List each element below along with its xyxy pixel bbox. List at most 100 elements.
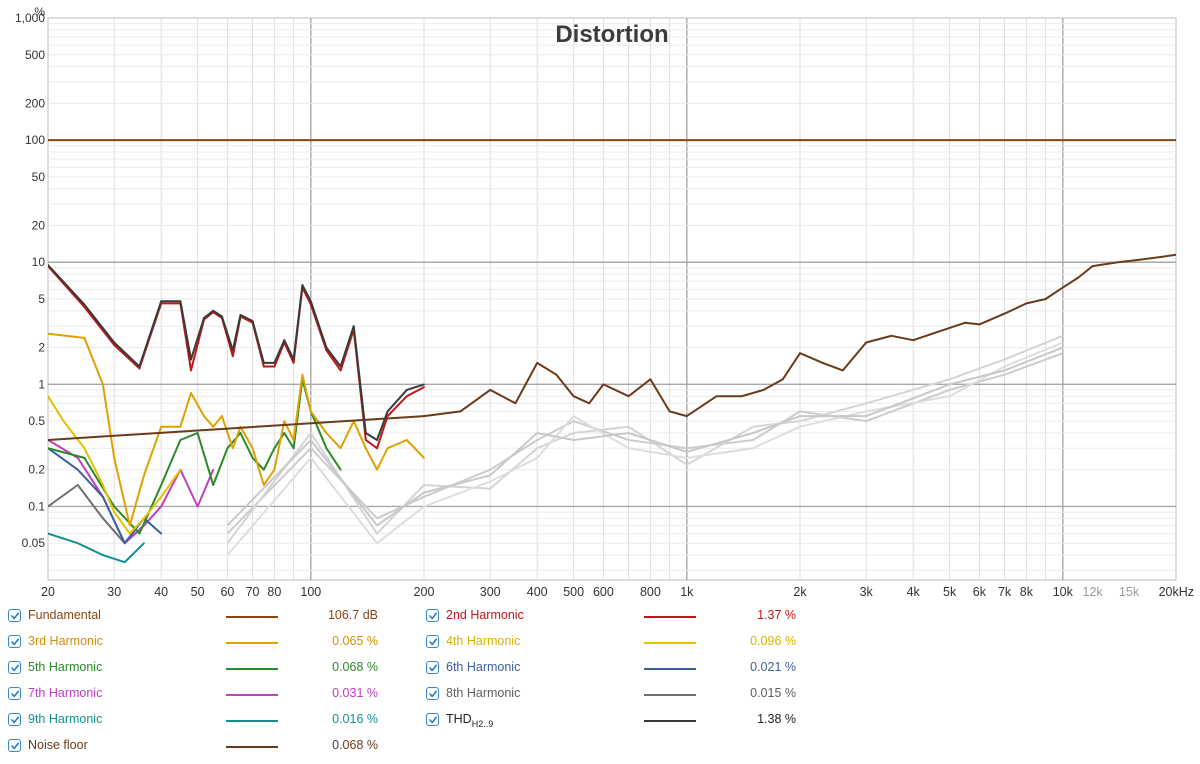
data-point	[83, 303, 86, 306]
checkbox-icon[interactable]	[426, 635, 439, 648]
data-point	[1175, 139, 1176, 142]
x-tick-label: 6k	[973, 585, 987, 599]
data-point	[179, 300, 182, 303]
legend-item: THDH2..9 1.38 %	[426, 710, 826, 732]
data-point	[48, 139, 49, 142]
data-point	[262, 361, 265, 364]
legend-label: 9th Harmonic	[28, 712, 102, 726]
background-trace-line	[226, 334, 1064, 544]
data-point	[113, 344, 116, 346]
x-tick-label: 400	[527, 585, 548, 599]
checkbox-icon[interactable]	[8, 739, 21, 752]
legend-label-text: 2nd Harmonic	[446, 608, 524, 622]
legend-label-text: 9th Harmonic	[28, 712, 103, 726]
data-point	[143, 542, 145, 545]
data-point	[273, 365, 276, 368]
6th-harmonic-line	[48, 447, 162, 545]
data-point	[113, 511, 116, 513]
legend-swatch	[644, 668, 696, 670]
data-point	[309, 300, 312, 303]
checkbox-icon[interactable]	[426, 713, 439, 726]
data-point	[251, 447, 254, 450]
data-point	[301, 284, 304, 286]
noise-floor-line	[48, 253, 1176, 441]
x-tick-label: 8k	[1020, 585, 1034, 599]
checkbox-icon[interactable]	[8, 687, 21, 700]
legend-item: 5th Harmonic 0.068 %	[8, 658, 408, 680]
legend-label-text: Fundamental	[28, 608, 101, 622]
checkbox-icon[interactable]	[8, 713, 21, 726]
checkbox-icon[interactable]	[426, 609, 439, 622]
data-point	[273, 468, 276, 471]
data-point	[190, 392, 192, 394]
data-point	[325, 346, 328, 349]
legend-value: 0.021 %	[750, 660, 796, 674]
data-point	[799, 352, 801, 355]
checkbox-icon[interactable]	[8, 661, 21, 674]
data-point	[160, 425, 163, 428]
legend-value: 0.031 %	[332, 686, 378, 700]
legend-item: 4th Harmonic 0.096 %	[426, 632, 826, 654]
x-tick-label: 7k	[998, 585, 1012, 599]
data-point	[423, 456, 425, 459]
y-tick-label: 100	[25, 133, 45, 147]
data-point	[102, 484, 104, 486]
y-tick-label: 0.5	[28, 414, 45, 428]
data-point	[292, 447, 295, 450]
x-tick-label: 20kHz	[1159, 585, 1194, 599]
checkbox-icon[interactable]	[8, 609, 21, 622]
legend-item: 2nd Harmonic 1.37 %	[426, 606, 826, 628]
data-point	[160, 300, 163, 303]
data-point	[113, 341, 116, 344]
legend-swatch	[644, 642, 696, 644]
legend-swatch	[226, 720, 278, 722]
data-point	[352, 325, 355, 327]
legend-label-text: Noise floor	[28, 738, 88, 752]
legend-item: 8th Harmonic 0.015 %	[426, 684, 826, 706]
legend-label-text: THD	[446, 712, 472, 726]
data-point	[405, 395, 408, 398]
data-point	[179, 439, 182, 441]
data-point	[239, 432, 242, 434]
data-point	[536, 361, 539, 364]
data-point	[423, 383, 425, 386]
data-point	[309, 410, 312, 413]
x-tick-label: 30	[107, 585, 121, 599]
data-point	[386, 415, 389, 417]
data-point	[212, 484, 215, 486]
checkbox-icon[interactable]	[8, 635, 21, 648]
checkbox-icon[interactable]	[426, 661, 439, 674]
x-tick-label: 100	[300, 585, 321, 599]
data-point	[1077, 276, 1080, 279]
data-point	[102, 383, 104, 386]
x-tick-label: 500	[563, 585, 584, 599]
y-tick-label: 50	[32, 170, 46, 184]
legend-label: 2nd Harmonic	[446, 608, 524, 622]
data-point	[627, 395, 630, 398]
data-point	[220, 315, 223, 318]
legend-value: 0.096 %	[750, 634, 796, 648]
data-point	[292, 439, 295, 441]
data-point	[555, 373, 558, 376]
data-point	[821, 361, 824, 364]
data-point	[160, 505, 163, 508]
legend-item: Fundamental 106.7 dB	[8, 606, 408, 628]
background-trace-line	[226, 341, 1064, 556]
data-point	[762, 389, 765, 391]
data-point	[405, 389, 408, 391]
data-point	[685, 415, 688, 417]
legend-swatch	[226, 642, 278, 644]
data-point	[143, 517, 145, 520]
data-point	[781, 378, 784, 381]
data-point	[423, 415, 425, 417]
data-point	[489, 389, 492, 391]
legend-label: 6th Harmonic	[446, 660, 520, 674]
checkbox-icon[interactable]	[426, 687, 439, 700]
data-point	[283, 420, 286, 423]
legend-value: 0.065 %	[332, 634, 378, 648]
legend-label: 5th Harmonic	[28, 660, 102, 674]
data-point	[179, 425, 182, 428]
legend-label: 4th Harmonic	[446, 634, 520, 648]
data-point	[1025, 302, 1028, 305]
y-tick-label: 20	[32, 218, 46, 232]
